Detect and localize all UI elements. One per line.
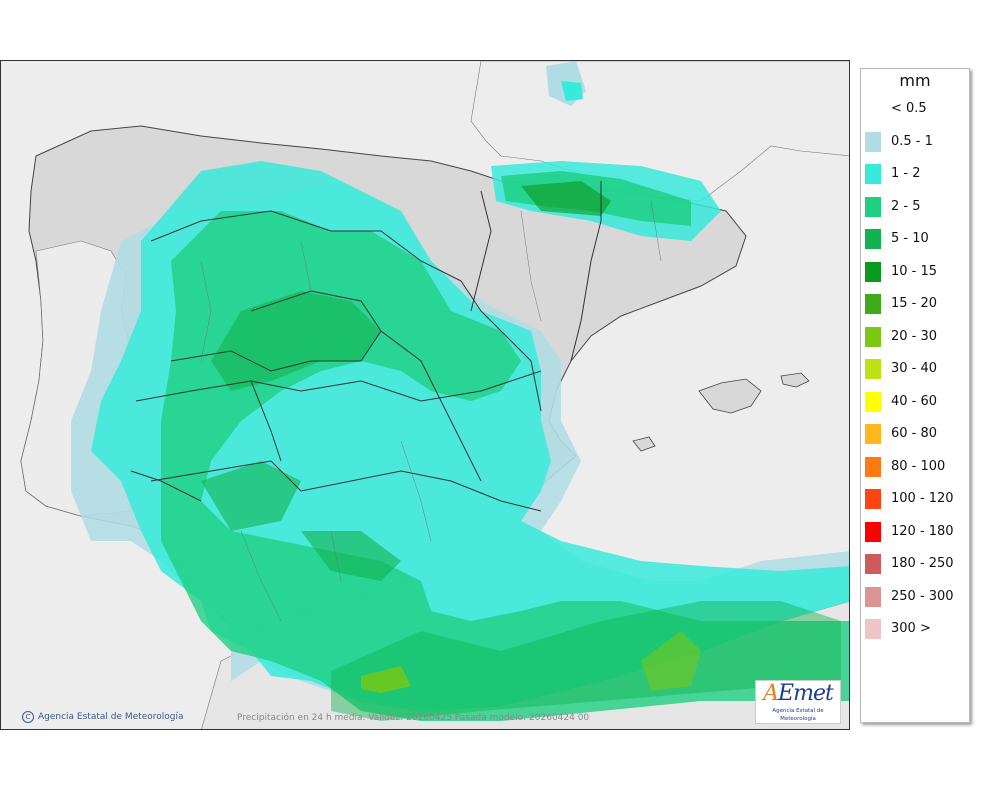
legend-swatch	[865, 586, 881, 607]
legend-label: 300 >	[891, 621, 931, 636]
precipitation-map: C Agencia Estatal de Meteorología Precip…	[0, 60, 850, 730]
legend-item: 250 - 300	[865, 586, 965, 607]
legend-item: 1 - 2	[865, 164, 965, 184]
precip-15-20-east	[641, 631, 701, 691]
legend-swatch	[865, 294, 881, 314]
legend-swatch	[865, 99, 881, 119]
legend-item: 10 - 15	[865, 261, 965, 282]
legend-item: 30 - 40	[865, 359, 965, 379]
legend-label: 0.5 - 1	[891, 133, 933, 149]
legend-item: 80 - 100	[865, 456, 965, 477]
precipitation-legend: mm < 0.5 0.5 - 1 1 - 2 2 - 5 5 - 10 10 - 15 15…	[860, 68, 970, 723]
legend-swatch	[865, 164, 881, 184]
ibiza	[632, 436, 656, 452]
precip-5-10-south	[201, 461, 301, 531]
region-borders	[130, 181, 602, 512]
legend-item: 300 >	[865, 619, 965, 639]
legend-swatch	[865, 229, 881, 249]
legend-label: 250 - 300	[891, 588, 954, 604]
copyright-icon: C	[22, 711, 34, 723]
legend-label: 60 - 80	[891, 426, 938, 441]
province-borders	[200, 200, 662, 622]
precip-5-10-andalusia	[301, 531, 401, 581]
precip-15-20-alboran	[361, 666, 411, 693]
legend-swatch	[865, 131, 881, 152]
aemet-logo-subtitle: Agencia Estatal de Meteorología	[772, 708, 824, 722]
legend-item: 60 - 80	[865, 424, 965, 444]
legend-item: 180 - 250	[865, 554, 965, 574]
credit-line: C Agencia Estatal de Meteorología	[22, 711, 184, 723]
legend-swatch	[865, 521, 881, 542]
legend-label: 1 - 2	[891, 166, 921, 181]
credit-text: Agencia Estatal de Meteorología	[38, 712, 184, 722]
legend-label: 5 - 10	[891, 231, 929, 246]
legend-item: 40 - 60	[865, 391, 965, 412]
precip-5-10-center	[211, 291, 381, 391]
legend-item: 2 - 5	[865, 196, 965, 217]
legend-label: 40 - 60	[891, 393, 938, 409]
legend-label: 100 - 120	[891, 491, 954, 506]
legend-swatch	[865, 391, 881, 412]
legend-label: 2 - 5	[891, 198, 921, 214]
legend-unit: mm	[899, 71, 931, 90]
legend-item: 20 - 30	[865, 326, 965, 347]
legend-swatch	[865, 261, 881, 282]
legend-swatch	[865, 619, 881, 639]
legend-item: 5 - 10	[865, 229, 965, 249]
legend-item: 100 - 120	[865, 489, 965, 509]
legend-swatch	[865, 456, 881, 477]
legend-item: 15 - 20	[865, 294, 965, 314]
legend-label: 180 - 250	[891, 556, 954, 571]
legend-item: < 0.5	[865, 99, 965, 119]
legend-label: < 0.5	[891, 101, 927, 116]
legend-label: 20 - 30	[891, 328, 938, 344]
legend-label: 30 - 40	[891, 361, 938, 376]
mallorca	[698, 378, 762, 414]
legend-label: 80 - 100	[891, 458, 946, 474]
precip-1-2-north	[561, 81, 583, 101]
aemet-logo-mark: AEmet	[763, 681, 834, 706]
map-caption: Precipitación en 24 h media. Validez: 20…	[237, 713, 590, 723]
legend-label: 120 - 180	[891, 523, 954, 539]
legend-swatch	[865, 326, 881, 347]
legend-item: 120 - 180	[865, 521, 965, 542]
precip-5-10-sea	[331, 601, 841, 721]
legend-swatch	[865, 489, 881, 509]
legend-label: 10 - 15	[891, 263, 938, 279]
precip-5-10-pyrenees	[521, 181, 611, 216]
legend-swatch	[865, 424, 881, 444]
map-canvas	[1, 61, 849, 729]
menorca	[780, 372, 810, 388]
legend-swatch	[865, 196, 881, 217]
legend-item: 0.5 - 1	[865, 131, 965, 152]
legend-swatch	[865, 554, 881, 574]
aemet-logo: AEmet Agencia Estatal de Meteorología	[755, 680, 841, 724]
legend-label: 15 - 20	[891, 296, 938, 311]
legend-swatch	[865, 359, 881, 379]
